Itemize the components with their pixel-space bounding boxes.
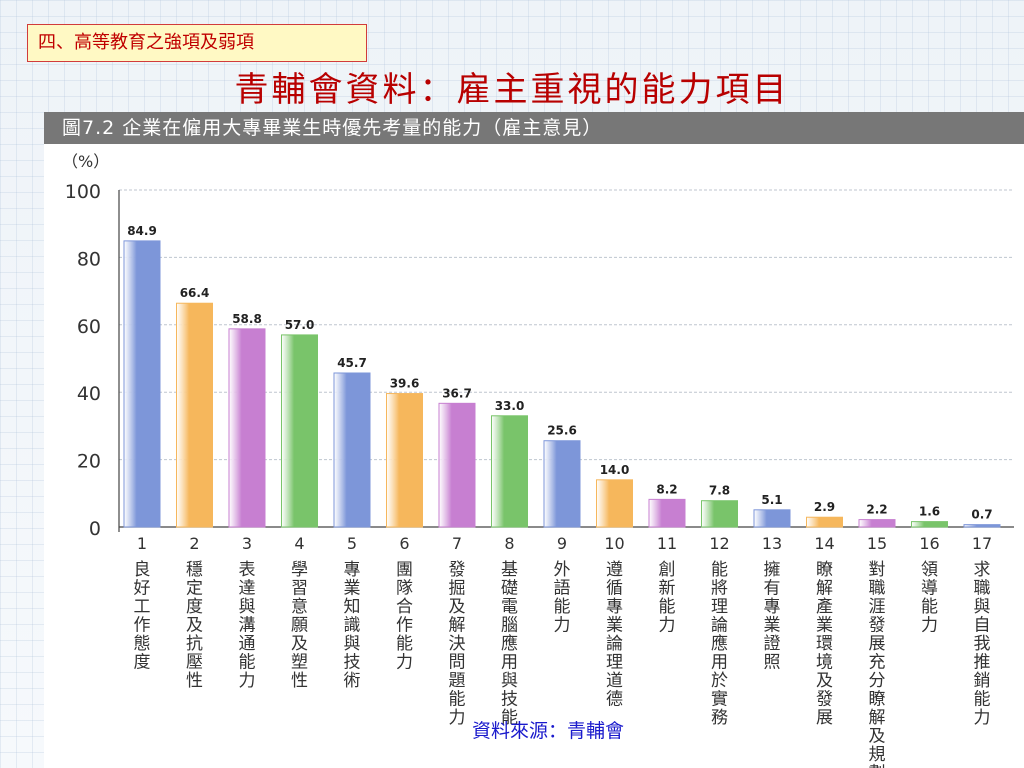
bar-16 [911, 521, 948, 528]
bar-12 [701, 500, 738, 528]
x-tick-label: 4 [294, 534, 304, 553]
chart-title: 圖7.2 企業在僱用大專畢業生時優先考量的能力（雇主意見） [44, 112, 1024, 144]
bar-8 [491, 415, 528, 528]
category-name: 瞭解產業環境及發展 [816, 560, 833, 728]
data-label: 45.7 [337, 356, 367, 370]
data-label: 7.8 [709, 484, 730, 498]
category-name: 領導能力 [921, 560, 938, 636]
y-tick-label: 40 [77, 383, 101, 405]
category-name: 擁有專業證照 [764, 560, 781, 673]
category-name: 對職涯發展充分瞭解及規劃 [869, 560, 886, 768]
data-label: 14.0 [600, 463, 630, 477]
bar-6 [386, 393, 423, 528]
bar-9 [543, 440, 581, 528]
y-tick-label: 100 [65, 181, 101, 203]
x-tick-label: 11 [657, 534, 677, 553]
bar-7 [438, 402, 476, 528]
data-label: 1.6 [919, 505, 940, 519]
chart-figure: 圖7.2 企業在僱用大專畢業生時優先考量的能力（雇主意見） 0 20 40 60 80 1… [44, 112, 1024, 768]
x-tick-label: 5 [347, 534, 357, 553]
bar-10 [596, 479, 633, 528]
labels: 020406080100（%）84.91良好工作態度66.42穩定度及抗壓性58… [62, 152, 993, 768]
data-label: 39.6 [390, 377, 420, 391]
x-tick-label: 10 [604, 534, 624, 553]
category-name: 表達與溝通能力 [239, 560, 256, 691]
category-name: 基礎電腦應用與技能 [501, 560, 518, 728]
category-name: 團隊合作能力 [396, 560, 413, 673]
data-label: 8.2 [656, 482, 677, 496]
category-name: 穩定度及抗壓性 [186, 560, 203, 691]
slide-title: 青輔會資料：雇主重視的能力項目 [234, 70, 790, 110]
bar-14 [806, 516, 843, 528]
category-name: 發掘及解決問題能力 [449, 560, 466, 728]
x-tick-label: 9 [557, 534, 567, 553]
data-label: 66.4 [180, 286, 210, 300]
bar-2 [176, 302, 213, 528]
bar-11 [648, 498, 686, 528]
bar-15 [858, 519, 896, 528]
data-label: 2.9 [814, 500, 835, 514]
bar-1 [123, 240, 161, 528]
y-tick-label: 20 [77, 451, 101, 473]
x-tick-label: 2 [189, 534, 199, 553]
x-tick-label: 14 [814, 534, 834, 553]
category-name: 外語能力 [554, 560, 571, 636]
data-label: 33.0 [495, 399, 525, 413]
x-tick-label: 15 [867, 534, 887, 553]
data-label: 5.1 [761, 493, 782, 507]
data-label: 0.7 [971, 508, 992, 522]
x-tick-label: 12 [709, 534, 729, 553]
category-name: 遵循專業論理道德 [606, 560, 623, 710]
bars [123, 240, 1001, 528]
category-name: 專業知識與技術 [344, 560, 361, 691]
x-tick-label: 13 [762, 534, 782, 553]
section-label: 四、高等教育之強項及弱項 [27, 24, 367, 62]
category-name: 良好工作態度 [134, 560, 151, 673]
data-label: 2.2 [866, 503, 887, 517]
x-tick-label: 16 [919, 534, 939, 553]
x-tick-label: 8 [504, 534, 514, 553]
bar-17 [963, 524, 1001, 528]
category-name: 求職與自我推銷能力 [974, 560, 991, 728]
bar-13 [753, 509, 791, 528]
data-label: 36.7 [442, 386, 472, 400]
x-tick-label: 3 [242, 534, 252, 553]
x-tick-label: 7 [452, 534, 462, 553]
category-name: 創新能力 [659, 560, 676, 636]
category-name: 學習意願及塑性 [291, 560, 308, 691]
y-tick-label: 0 [89, 518, 101, 540]
x-tick-label: 6 [399, 534, 409, 553]
category-name: 能將理論應用於實務 [711, 560, 728, 728]
bar-4 [281, 334, 318, 528]
data-label: 84.9 [127, 224, 157, 238]
x-tick-label: 17 [972, 534, 992, 553]
data-label: 57.0 [285, 318, 315, 332]
x-tick-label: 1 [137, 534, 147, 553]
y-tick-label: 60 [77, 316, 101, 338]
y-axis-label: （%） [62, 152, 109, 171]
y-tick-label: 80 [77, 248, 101, 270]
source-note: 資料來源：青輔會 [472, 720, 625, 742]
bar-3 [228, 328, 266, 528]
bar-5 [333, 372, 371, 528]
data-label: 58.8 [232, 312, 262, 326]
bar-chart: 020406080100（%）84.91良好工作態度66.42穩定度及抗壓性58… [62, 152, 1014, 768]
data-label: 25.6 [547, 424, 577, 438]
